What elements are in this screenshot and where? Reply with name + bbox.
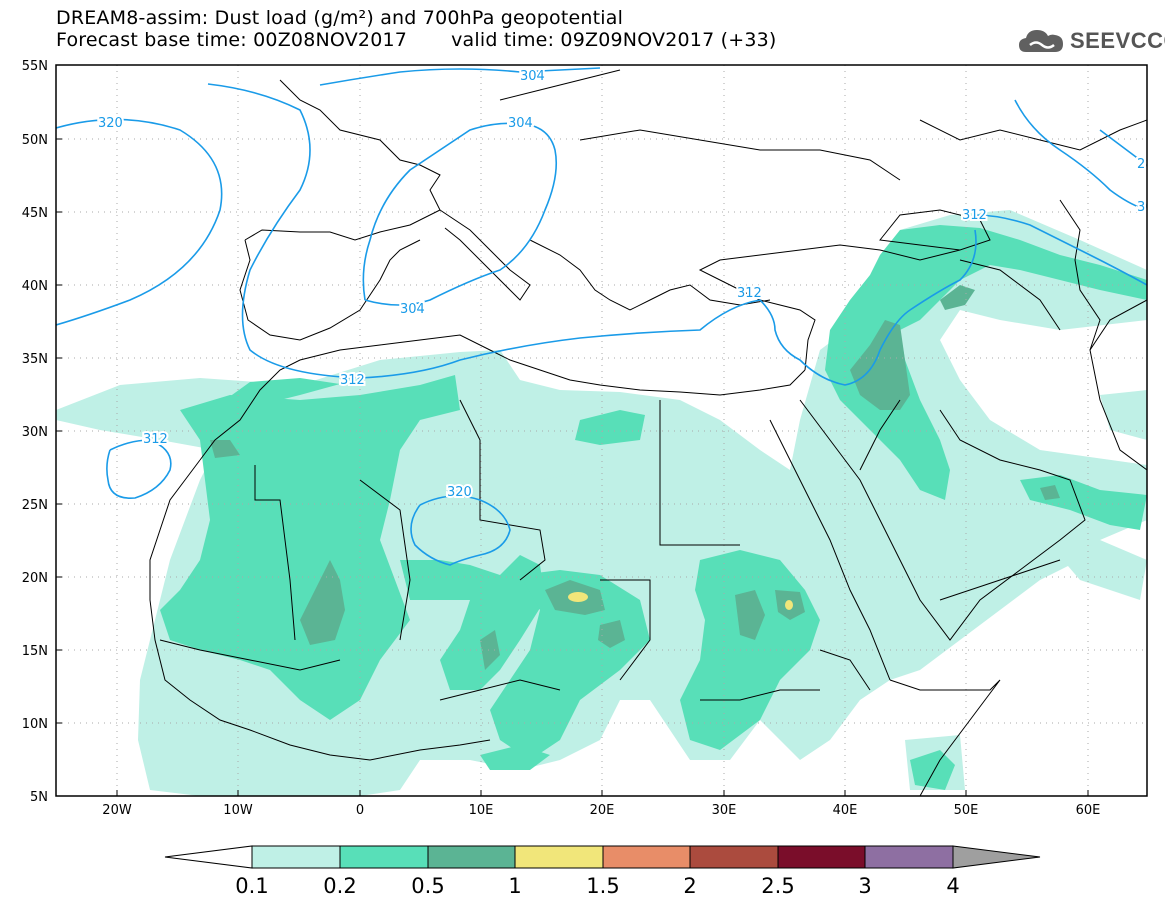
dust-shading-high (210, 285, 1060, 670)
axis-ticks (56, 64, 1089, 796)
colorbar-segment (864, 845, 954, 869)
logo-text: SEEVCCC (1070, 28, 1165, 53)
lat-label: 10N (22, 717, 48, 732)
colorbar-segment (427, 845, 516, 869)
lon-label: 10W (223, 803, 253, 818)
colorbar-segment (602, 845, 691, 869)
colorbar-lower-arrow (164, 845, 253, 869)
lon-label: 20E (590, 803, 615, 818)
lat-label: 20N (22, 571, 48, 586)
contour-label: 312 (340, 373, 365, 388)
lat-label: 35N (22, 352, 48, 367)
geopotential-contours (56, 67, 1147, 566)
colorbar-tick: 0.1 (235, 874, 268, 898)
colorbar-segment (339, 845, 429, 869)
lat-label: 55N (22, 59, 48, 74)
colorbar-tick: 0.5 (411, 874, 444, 898)
map-title: DREAM8-assim: Dust load (g/m²) and 700hP… (56, 7, 624, 29)
lat-label: 40N (22, 279, 48, 294)
contour-label: 304 (508, 116, 533, 131)
valid-time: valid time: 09Z09NOV2017 (+33) (451, 29, 777, 51)
colorbar-tick: 2.5 (761, 874, 794, 898)
colorbar-tick: 0.2 (323, 874, 356, 898)
colorbar-segment (777, 845, 866, 869)
base-time: Forecast base time: 00Z08NOV2017 (56, 29, 408, 51)
colorbar-upper-arrow (952, 845, 1041, 869)
colorbar-legend: 0.1 0.2 0.5 1 1.5 2 2.5 3 4 (164, 845, 1041, 898)
contour-label: 320 (98, 116, 123, 131)
lat-label: 45N (22, 206, 48, 221)
cloud-icon (1019, 30, 1063, 52)
contour-label: 320 (447, 485, 472, 500)
lat-label: 50N (22, 133, 48, 148)
lon-label: 40E (833, 803, 858, 818)
contour-label: 30 (1137, 200, 1154, 215)
colorbar-tick: 4 (946, 874, 959, 898)
seevccc-logo: SEEVCCC (1018, 26, 1165, 56)
contour-label: 304 (520, 69, 545, 84)
longitude-labels: 20W 10W 0 10E 20E 30E 40E 50E 60E (102, 803, 1100, 818)
lat-label: 15N (22, 644, 48, 659)
lon-label: 0 (356, 803, 364, 818)
lat-label: 30N (22, 425, 48, 440)
contour-labels: 320 304 304 304 312 312 312 320 312 28 3… (96, 67, 1154, 502)
colorbar-segment (514, 845, 604, 869)
lon-label: 50E (954, 803, 979, 818)
map-subtitle: Forecast base time: 00Z08NOV2017 valid ti… (56, 30, 777, 50)
colorbar-tick: 3 (858, 874, 871, 898)
colorbar-tick: 1.5 (586, 874, 619, 898)
coastlines (149, 69, 1147, 796)
contour-label: 304 (400, 302, 425, 317)
contour-label: 28 (1137, 157, 1154, 172)
colorbar-tick: 2 (683, 874, 696, 898)
contour-label: 312 (962, 208, 987, 223)
lat-label: 25N (22, 498, 48, 513)
colorbar-tick: 1 (508, 874, 521, 898)
lon-label: 30E (712, 803, 737, 818)
lat-label: 5N (30, 790, 48, 805)
latitude-labels: 55N 50N 45N 40N 35N 30N 25N 20N 15N 10N … (22, 59, 48, 805)
lon-label: 60E (1076, 803, 1101, 818)
colorbar-segment (251, 845, 341, 869)
contour-label: 312 (143, 432, 168, 447)
dust-shading-peak (568, 592, 793, 610)
lon-label: 10E (469, 803, 494, 818)
lon-label: 20W (102, 803, 132, 818)
contour-label: 312 (737, 286, 762, 301)
colorbar-segment (689, 845, 779, 869)
